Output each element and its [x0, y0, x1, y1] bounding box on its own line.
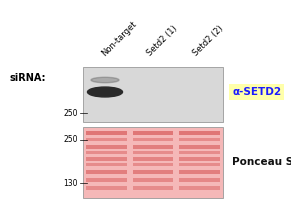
Bar	[133, 178, 173, 182]
Bar	[179, 145, 220, 149]
Bar	[86, 186, 127, 190]
Bar	[179, 186, 220, 190]
Bar	[179, 131, 220, 135]
Text: Ponceau S: Ponceau S	[232, 157, 291, 167]
Bar	[133, 186, 173, 190]
Bar	[179, 163, 220, 166]
Text: α-SETD2: α-SETD2	[232, 87, 281, 97]
Ellipse shape	[91, 77, 119, 83]
Text: siRNA:: siRNA:	[10, 73, 47, 83]
Bar	[179, 151, 220, 154]
Bar	[86, 178, 127, 182]
Bar	[133, 163, 173, 166]
Bar	[133, 131, 173, 135]
Bar	[133, 170, 173, 174]
Bar	[133, 157, 173, 161]
Bar	[86, 145, 127, 149]
Bar	[86, 157, 127, 161]
Bar	[86, 170, 127, 174]
Bar	[179, 138, 220, 141]
Bar	[86, 131, 127, 135]
Text: 130: 130	[63, 178, 78, 187]
Bar	[179, 178, 220, 182]
Bar	[133, 151, 173, 154]
Ellipse shape	[88, 87, 123, 97]
Bar	[83, 67, 223, 122]
Bar	[86, 151, 127, 154]
Text: 250: 250	[63, 135, 78, 144]
Bar	[83, 127, 223, 198]
Text: Setd2 (1): Setd2 (1)	[146, 24, 179, 58]
Bar	[179, 170, 220, 174]
Bar	[86, 163, 127, 166]
Text: Non-target: Non-target	[100, 19, 138, 58]
Bar	[133, 138, 173, 141]
Text: 250: 250	[63, 108, 78, 117]
Bar	[179, 157, 220, 161]
Bar	[86, 138, 127, 141]
Text: Setd2 (2): Setd2 (2)	[192, 24, 226, 58]
Bar	[133, 145, 173, 149]
